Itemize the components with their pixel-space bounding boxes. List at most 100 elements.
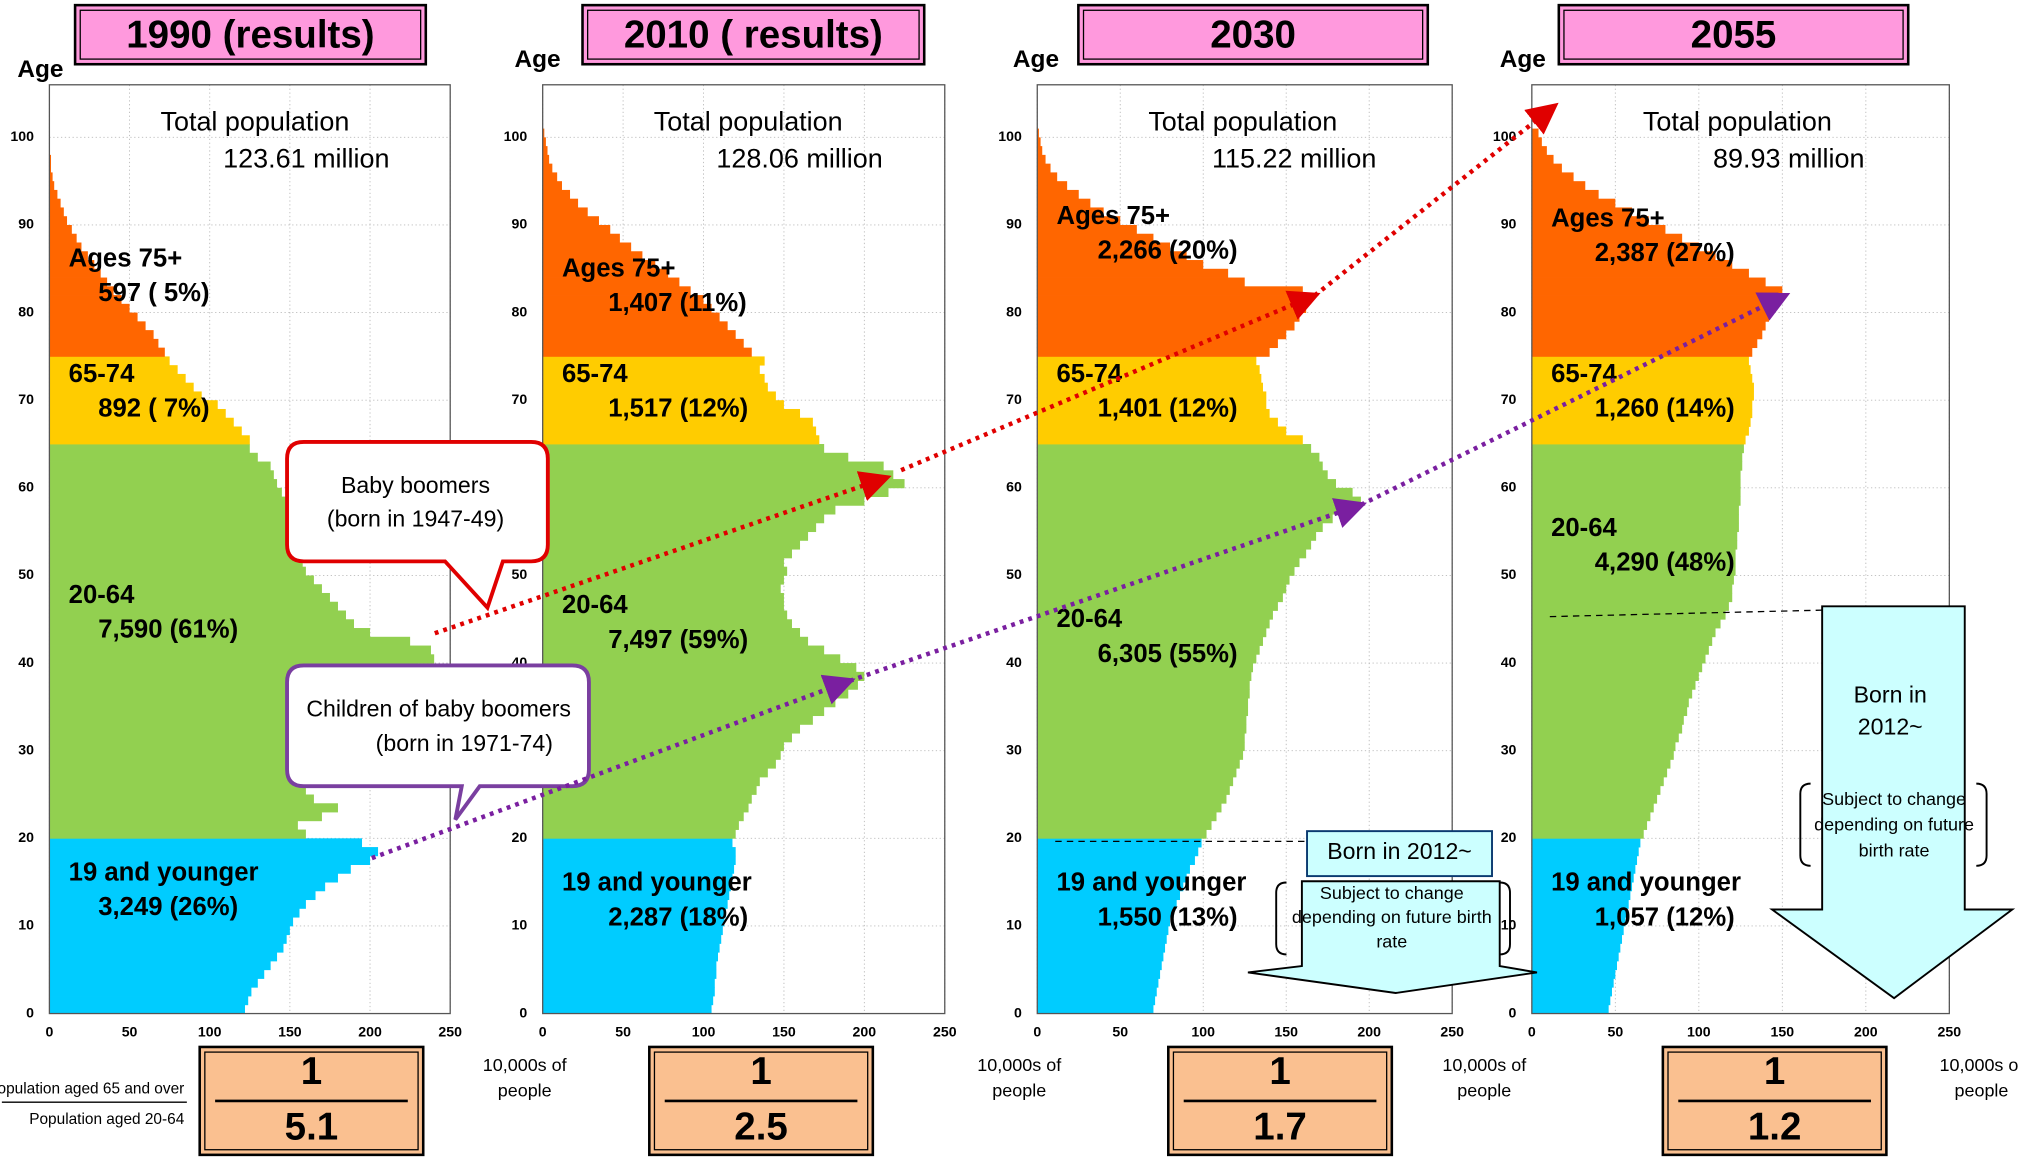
bar xyxy=(1531,671,1699,681)
group-summary: 1,057 (12%) xyxy=(1595,903,1735,931)
bar xyxy=(49,531,319,541)
bar xyxy=(1037,260,1204,270)
y-tick-label: 20 xyxy=(512,829,528,845)
x-tick-label: 250 xyxy=(933,1024,957,1040)
bar xyxy=(542,479,905,489)
bar xyxy=(542,855,736,865)
bar xyxy=(542,470,894,480)
bar xyxy=(542,934,722,944)
bar xyxy=(1531,505,1739,515)
bar xyxy=(542,943,720,953)
bar xyxy=(542,899,728,909)
bar xyxy=(49,584,322,594)
bar xyxy=(1531,803,1654,813)
bar xyxy=(1531,960,1618,971)
bar xyxy=(1037,452,1320,462)
future-arrow xyxy=(1769,605,2016,1000)
bar xyxy=(49,549,310,559)
bar xyxy=(49,172,53,182)
bar xyxy=(542,671,865,681)
bar xyxy=(1037,908,1174,918)
y-tick-label: 50 xyxy=(1006,566,1022,582)
group-label: 65-74 xyxy=(69,360,135,388)
note-text: depending on future xyxy=(1814,815,1974,835)
bar xyxy=(49,417,234,427)
y-tick-label: 100 xyxy=(10,128,34,144)
bar xyxy=(1037,531,1317,541)
ratio-numerator: 1 xyxy=(1269,1050,1290,1093)
bar xyxy=(1531,470,1741,480)
bar xyxy=(1531,531,1738,541)
y-tick-label: 80 xyxy=(512,303,528,319)
bar xyxy=(1037,987,1157,997)
x-tick-label: 200 xyxy=(1854,1024,1878,1040)
bar xyxy=(542,505,836,515)
group-label: 19 and younger xyxy=(1551,869,1741,897)
bar xyxy=(542,987,715,997)
bar xyxy=(1037,803,1222,813)
bar xyxy=(49,873,338,883)
bar xyxy=(1037,479,1337,489)
bar xyxy=(49,855,371,865)
bar xyxy=(1037,978,1159,988)
ratio-box-inner xyxy=(653,1051,869,1151)
x-axis-label: 10,000s of xyxy=(1442,1055,1527,1075)
group-summary: 1,401 (12%) xyxy=(1098,395,1238,423)
bar xyxy=(49,382,194,392)
bar xyxy=(49,987,252,997)
bar xyxy=(542,794,752,804)
x-axis-label: 10,000s of xyxy=(977,1055,1062,1075)
bar xyxy=(1037,855,1195,865)
group-summary: 892 ( 7%) xyxy=(98,395,209,423)
bar xyxy=(1531,522,1739,533)
bar xyxy=(49,566,306,576)
bar xyxy=(1531,251,1716,261)
bar xyxy=(1037,426,1287,436)
y-tick-label: 0 xyxy=(1509,1004,1517,1020)
y-tick-label: 90 xyxy=(512,216,528,232)
bar xyxy=(1037,812,1217,822)
bar xyxy=(1531,698,1689,708)
y-tick-label: 50 xyxy=(18,566,34,582)
bar xyxy=(49,479,278,489)
y-axis-label: Age xyxy=(1013,46,1059,73)
bar xyxy=(542,295,704,305)
bar xyxy=(49,838,363,848)
bar xyxy=(542,785,757,795)
y-tick-label: 10 xyxy=(512,917,528,933)
plot-frame xyxy=(1531,84,1950,1015)
total-label: Total population xyxy=(1643,106,1832,136)
group-summary: 2,387 (27%) xyxy=(1595,239,1735,267)
bar xyxy=(1037,321,1295,331)
bar xyxy=(49,663,419,673)
bar xyxy=(1531,628,1716,638)
bar xyxy=(49,321,146,331)
bar xyxy=(1531,189,1599,200)
bar xyxy=(49,925,290,936)
bar xyxy=(49,645,431,655)
group-label: Ages 75+ xyxy=(1551,204,1665,232)
bar xyxy=(542,303,712,313)
bar xyxy=(1037,496,1361,506)
bar xyxy=(49,768,290,778)
bar xyxy=(1037,417,1278,427)
bar xyxy=(1037,601,1278,611)
bar xyxy=(542,347,752,357)
bar xyxy=(1037,776,1234,787)
bar xyxy=(1531,172,1574,182)
group-summary: 6,305 (55%) xyxy=(1098,640,1238,668)
bar xyxy=(542,128,545,138)
bar xyxy=(49,233,77,243)
total-value: 115.22 million xyxy=(1212,144,1376,174)
y-tick-label: 80 xyxy=(1006,303,1022,319)
bar xyxy=(1531,373,1753,384)
bar xyxy=(1037,295,1312,305)
bar xyxy=(49,794,314,804)
y-tick-label: 80 xyxy=(18,303,34,319)
bar xyxy=(49,461,271,471)
bar xyxy=(1037,408,1270,419)
ratio-label: Population aged 20-64 xyxy=(29,1111,184,1128)
bar xyxy=(1531,400,1753,410)
bar xyxy=(49,347,165,357)
cohort-arrow xyxy=(1313,102,1559,298)
